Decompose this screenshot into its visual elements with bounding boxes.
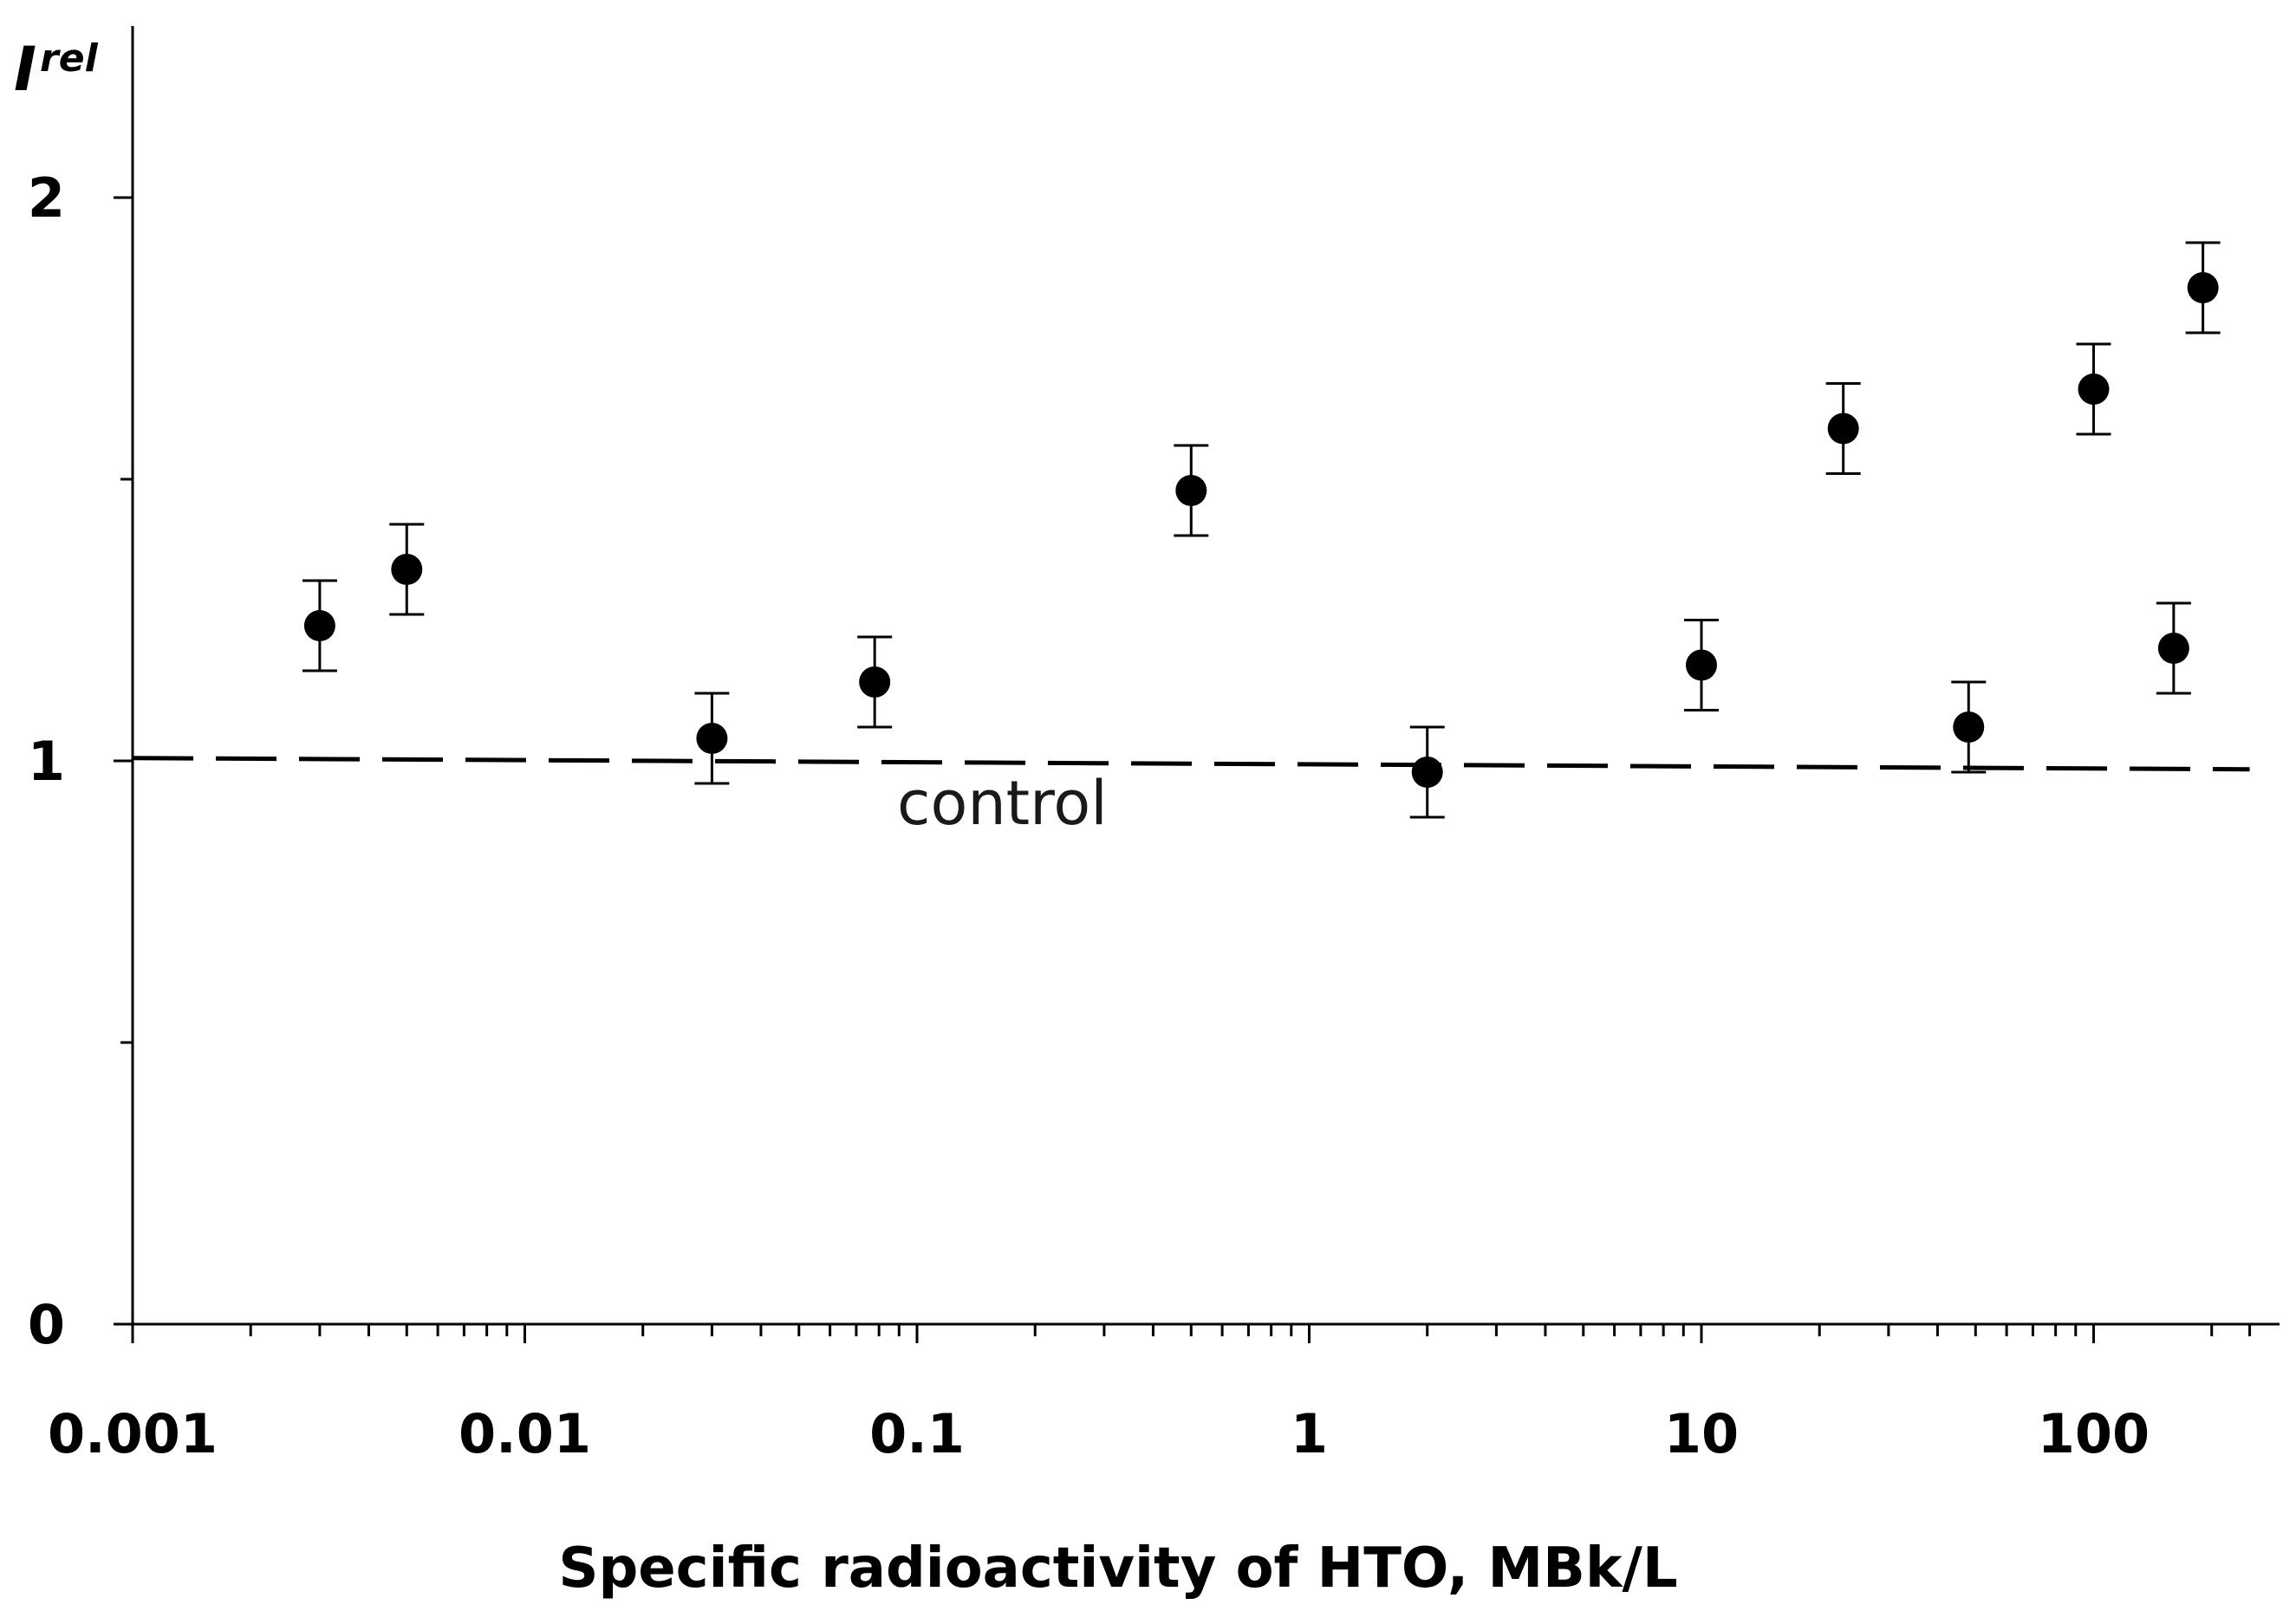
data-point xyxy=(1175,475,1207,506)
data-point xyxy=(2078,374,2110,405)
x-ticks xyxy=(131,1324,2252,1343)
data-point xyxy=(2187,272,2219,303)
data-point-group xyxy=(1684,619,1719,711)
y-axis-title: Irel xyxy=(14,34,99,105)
data-point-group xyxy=(1174,444,1209,537)
data-point-group xyxy=(2185,241,2221,335)
y-tick-label: 1 xyxy=(28,730,65,793)
data-point xyxy=(1827,412,1859,445)
data-point-group xyxy=(1825,382,1861,475)
data-point-group xyxy=(694,692,730,785)
data-point xyxy=(1411,757,1443,788)
data-point xyxy=(696,723,728,754)
data-point-group xyxy=(1951,680,1987,774)
data-point-group xyxy=(857,635,893,729)
x-axis-title: Specific radioactivity of HTO, MBk/L xyxy=(558,1536,1677,1601)
data-point xyxy=(1953,711,1985,743)
data-point xyxy=(391,554,423,585)
data-points xyxy=(302,241,2221,819)
data-point xyxy=(2157,633,2189,664)
data-point-group xyxy=(1409,725,1445,819)
data-point-group xyxy=(302,579,337,672)
x-tick-label: 100 xyxy=(2038,1402,2150,1465)
x-tick-labels: 0.001 0.01 0.1 1 10 100 xyxy=(48,1402,2150,1465)
y-tick-label: 2 xyxy=(28,166,65,230)
y-axis-title-sup: rel xyxy=(40,36,99,81)
data-point-group xyxy=(2156,601,2191,695)
data-point xyxy=(303,610,335,641)
x-tick-label: 10 xyxy=(1664,1402,1739,1465)
data-point-group xyxy=(389,523,425,616)
data-point-group xyxy=(2076,342,2111,436)
x-tick-label: 0.1 xyxy=(869,1402,965,1465)
control-line xyxy=(132,756,2250,772)
y-axis-title-main: I xyxy=(14,34,36,105)
x-tick-label: 1 xyxy=(1291,1402,1328,1465)
data-point xyxy=(1686,649,1717,681)
x-tick-label: 0.01 xyxy=(459,1402,591,1465)
y-ticks xyxy=(114,196,133,1326)
y-tick-labels: 0 1 2 xyxy=(28,166,65,1356)
data-point xyxy=(859,666,891,698)
control-label: control xyxy=(897,768,1108,839)
x-tick-label: 0.001 xyxy=(48,1402,218,1465)
y-tick-label: 0 xyxy=(28,1293,65,1356)
